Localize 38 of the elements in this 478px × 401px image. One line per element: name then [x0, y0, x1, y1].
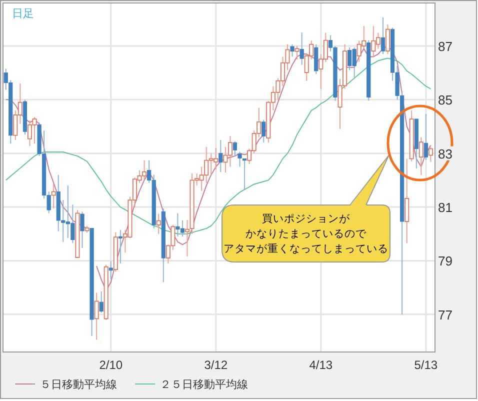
candlestick: [300, 32, 304, 66]
y-tick-label: 85: [438, 92, 452, 108]
candlestick: [380, 16, 386, 55]
candlestick: [404, 158, 410, 244]
candlestick: [232, 140, 238, 157]
candlestick: [156, 213, 161, 234]
annotation: 買いポジションが: [262, 213, 351, 225]
x-tick-label: 2/10: [99, 358, 123, 372]
candlestick: [242, 158, 247, 190]
candlestick: [51, 182, 56, 209]
legend-label: ２５日移動平均線: [160, 379, 248, 391]
x-tick-label: 4/13: [309, 358, 333, 372]
x-tick-label: 3/12: [204, 358, 228, 372]
y-tick-label: 77: [438, 307, 452, 322]
x-tick-label: 5/13: [414, 358, 438, 372]
candlestick: [218, 139, 223, 173]
candlestick: [238, 151, 242, 168]
annotation: かなりたまっているので: [246, 228, 368, 240]
y-tick-label: 87: [438, 38, 452, 54]
candlestick: [185, 219, 190, 257]
candlestick: [290, 44, 294, 58]
candlestick: [262, 119, 266, 144]
candlestick: [424, 113, 428, 161]
y-tick-label: 79: [438, 254, 452, 269]
annotation: 日足: [12, 8, 34, 20]
candlestick: [108, 260, 113, 280]
candlestick: [80, 211, 84, 249]
y-tick-label: 81: [438, 200, 452, 216]
annotation: アタマが重くなってしまっている: [224, 242, 388, 255]
candlestick: [99, 290, 104, 314]
candlestick: [294, 45, 300, 60]
candlestick: [94, 292, 99, 340]
candlestick: [118, 229, 122, 264]
candlestick: [385, 24, 390, 55]
candlestick: [418, 136, 424, 176]
candlestick: [314, 44, 318, 75]
y-tick-label: 83: [438, 146, 452, 162]
legend-label: ５日移動平均線: [40, 379, 117, 391]
